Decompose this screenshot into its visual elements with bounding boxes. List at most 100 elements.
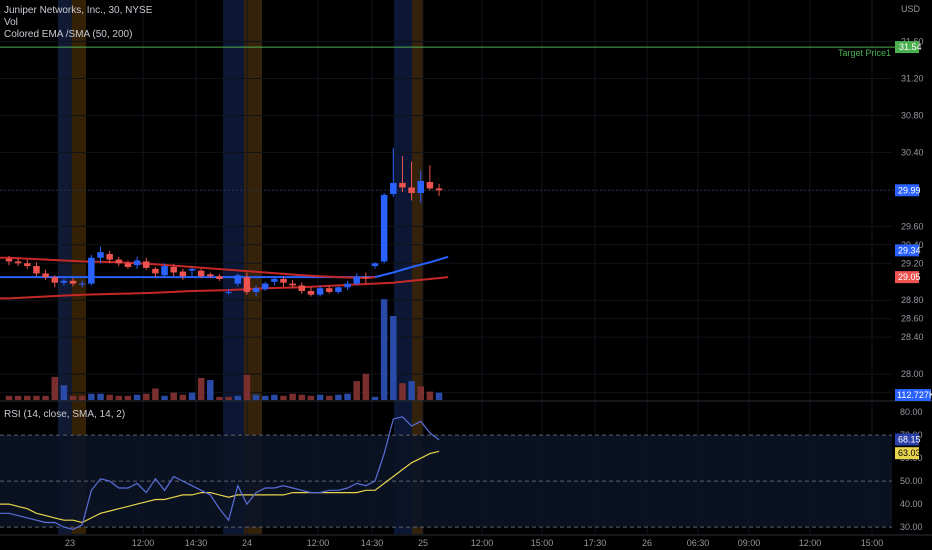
time-tick-label: 12:00	[471, 538, 494, 548]
volume-bar	[179, 394, 187, 400]
volume-legend: Vol	[4, 17, 18, 28]
volume-bar	[197, 377, 205, 400]
volume-bar	[97, 393, 104, 400]
rsi-tick-label: 80.00	[900, 407, 923, 417]
candle-body	[143, 261, 150, 268]
candle-body	[344, 283, 351, 288]
price-tick-label: 28.60	[901, 314, 924, 324]
volume-bar	[390, 316, 397, 400]
candle-body	[197, 270, 205, 277]
candle-body	[316, 288, 324, 295]
ma-legend: Colored EMA /SMA (50, 200)	[4, 29, 133, 40]
time-tick-label: 15:00	[861, 538, 884, 548]
target-price-value: 31.54	[899, 42, 922, 52]
volume-bar	[326, 395, 333, 400]
time-tick-label: 06:30	[687, 538, 710, 548]
candle-body	[78, 283, 86, 285]
candle-body	[307, 290, 315, 295]
volume-bar	[408, 381, 415, 400]
candle-body	[399, 182, 406, 188]
candle-body	[188, 268, 196, 271]
price-tick-label: 29.60	[901, 221, 924, 231]
volume-bar	[298, 394, 306, 400]
volume-bar	[24, 395, 31, 400]
rsi-tick-label: 50.00	[900, 476, 923, 486]
volume-bar	[133, 394, 141, 400]
rsi-ma-line	[0, 450, 440, 524]
volume-bar	[289, 393, 296, 400]
volume-bar	[161, 395, 168, 400]
rsi-line	[0, 416, 440, 531]
price-tick-label: 30.80	[901, 110, 924, 120]
rsi-legend: RSI (14, close, SMA, 14, 2)	[4, 409, 126, 420]
candle-body	[24, 263, 31, 267]
time-tick-label: 26	[642, 538, 652, 548]
time-tick-label: 25	[418, 538, 428, 548]
candle-body	[124, 263, 132, 267]
volume-bar	[335, 394, 342, 400]
candle-body	[170, 266, 177, 273]
volume-bar	[280, 395, 287, 400]
candle-body	[69, 280, 77, 284]
sma-value: 29.05	[898, 272, 921, 282]
time-tick-label: 15:00	[531, 538, 554, 548]
volume-bar	[399, 383, 406, 400]
volume-bar	[216, 396, 223, 400]
candle-body	[234, 275, 241, 284]
volume-bar	[417, 386, 424, 400]
candle-body	[179, 271, 187, 277]
volume-bar	[234, 395, 241, 400]
ema-value: 29.34	[898, 245, 921, 255]
price-tick-label: 30.40	[901, 147, 924, 157]
volume-bar	[225, 396, 232, 400]
last-price-tag	[895, 184, 919, 197]
volume-bar	[243, 374, 251, 400]
candle-body	[408, 187, 415, 194]
volume-bar	[42, 395, 49, 400]
candle-body	[243, 277, 251, 292]
candle-body	[426, 181, 434, 189]
time-tick-label: 12:00	[307, 538, 330, 548]
candle-body	[435, 188, 443, 191]
candle-body	[371, 263, 379, 267]
rsi-value: 68.15	[898, 434, 921, 444]
rsi-tick-label: 40.00	[900, 499, 923, 509]
ema-50-line-down	[0, 256, 376, 280]
currency-label: USD	[901, 4, 921, 14]
candle-body	[362, 277, 370, 279]
candle-body	[289, 283, 296, 286]
candle-body	[14, 261, 22, 264]
volume-bar	[252, 394, 260, 400]
volume-bar	[115, 395, 123, 400]
candle-body	[261, 283, 269, 290]
candle-body	[133, 260, 141, 266]
candle-body	[115, 259, 123, 264]
volume-bar	[380, 299, 388, 400]
session-band	[412, 0, 423, 534]
candle-body	[51, 277, 58, 283]
candle-body	[216, 276, 223, 279]
volume-bar	[362, 373, 370, 400]
volume-bar	[316, 394, 324, 400]
candle-body	[97, 252, 104, 258]
rsi-value-tag	[895, 433, 919, 446]
volume-bar	[78, 395, 86, 400]
candle-body	[390, 182, 397, 194]
price-tick-label: 28.80	[901, 295, 924, 305]
volume-bar	[307, 395, 315, 400]
time-tick-label: 17:30	[584, 538, 607, 548]
candle-body	[207, 274, 214, 277]
time-tick-label: 09:00	[738, 538, 761, 548]
time-tick-label: 12:00	[799, 538, 822, 548]
candle-body	[335, 287, 342, 292]
rsi-tick-label: 30.00	[900, 522, 923, 532]
last-price-value: 29.99	[898, 185, 921, 195]
candle-body	[353, 277, 360, 284]
candle-body	[298, 285, 306, 291]
volume-bar	[271, 394, 278, 400]
time-tick-label: 14:30	[185, 538, 208, 548]
volume-bar	[207, 380, 214, 400]
volume-bar	[33, 395, 40, 400]
volume-bar	[170, 392, 177, 400]
